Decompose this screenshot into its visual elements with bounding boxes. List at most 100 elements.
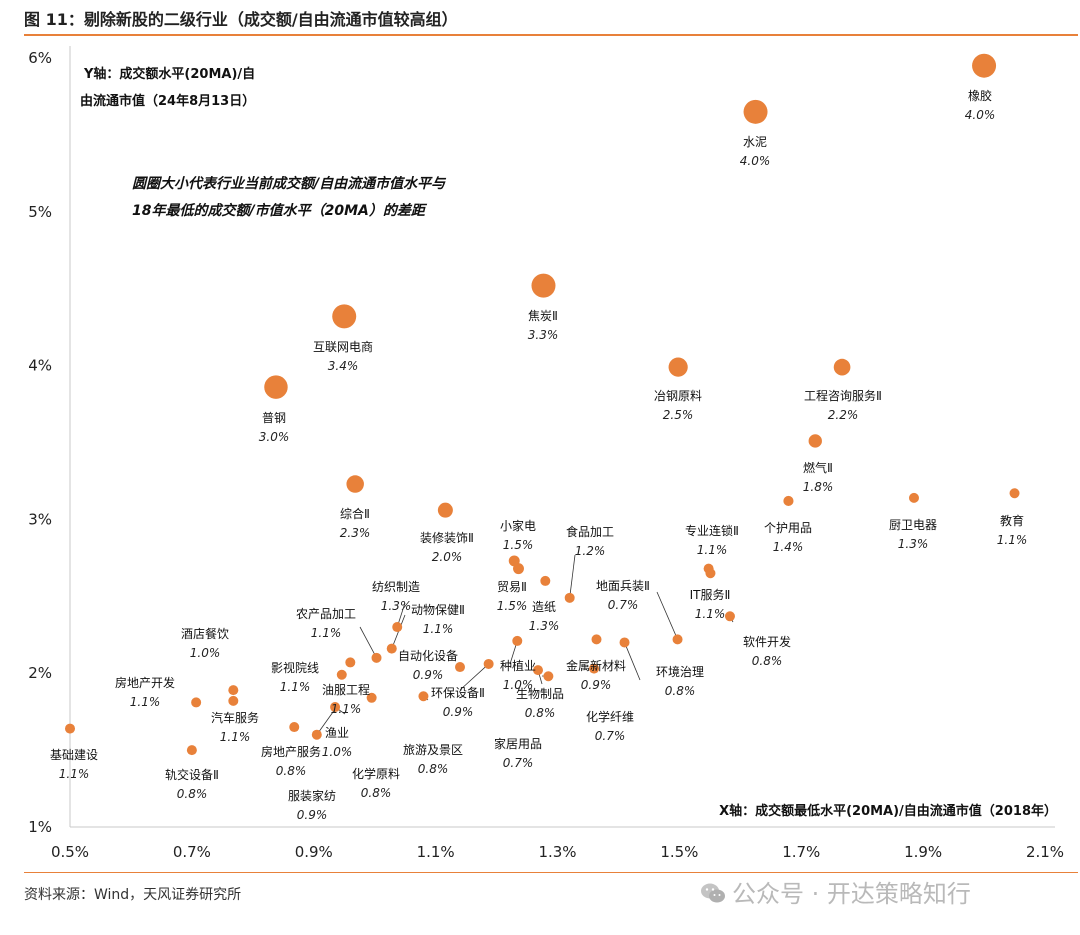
x-tick-label: 0.5% — [51, 843, 89, 861]
y-tick-label: 4% — [28, 357, 52, 375]
point-label: 汽车服务 — [211, 710, 259, 725]
x-tick-label: 1.5% — [660, 843, 698, 861]
point-label: 化学原料 — [352, 766, 400, 781]
figure-title: 图 11：剔除新股的二级行业（成交额/自由流通市值较高组） — [24, 10, 458, 29]
annotation-line2: 18年最低的成交额/市值水平（20MA）的差距 — [132, 202, 428, 219]
point-marker — [345, 657, 356, 668]
point-label: 水泥 — [743, 135, 767, 149]
point-label: 燃气Ⅱ — [803, 460, 833, 475]
point-label: 食品加工 — [566, 524, 614, 539]
y-tick-label: 3% — [28, 510, 52, 528]
footer-divider — [24, 872, 1078, 873]
point-label: 橡胶 — [968, 88, 992, 103]
point-label: 家居用品 — [494, 736, 542, 751]
y-tick-label: 2% — [28, 664, 52, 682]
point-label: 基础建设 — [50, 748, 98, 762]
point-marker — [531, 273, 556, 298]
point-marker — [513, 563, 524, 575]
point-label: 油服工程 — [322, 682, 370, 697]
point-gap-label: 2.2% — [828, 408, 859, 422]
point-label: 动物保健Ⅱ — [411, 603, 465, 617]
point-gap-label: 0.8% — [525, 706, 556, 720]
point-marker — [540, 575, 551, 586]
point-gap-label: 1.5% — [497, 599, 528, 613]
x-axis-title: X轴：成交额最低水平(20MA)/自由流通市值（2018年） — [719, 803, 1057, 819]
point-gap-label: 1.1% — [423, 622, 454, 636]
point-marker — [512, 635, 523, 646]
point-marker — [591, 634, 602, 645]
point-marker — [336, 669, 347, 680]
point-gap-label: 1.1% — [130, 695, 161, 709]
point-gap-label: 1.0% — [190, 646, 221, 660]
point-label: IT服务Ⅱ — [690, 587, 731, 602]
chart-notes: Y轴：成交额水平(20MA)/自由流通市值（24年8月13日） 圆圈大小代表行业当… — [80, 66, 1057, 819]
point-gap-label: 1.0% — [503, 678, 534, 692]
point-label: 房地产服务 — [261, 744, 321, 759]
point-label: 个护用品 — [764, 521, 812, 535]
point-label: 生物制品 — [516, 687, 564, 701]
point-marker — [371, 652, 382, 663]
point-label: 轨交设备Ⅱ — [165, 767, 219, 782]
point-gap-label: 0.8% — [361, 786, 392, 800]
point-label: 服装家纺 — [288, 788, 336, 803]
x-tick-label: 1.7% — [782, 843, 820, 861]
leader-line — [569, 554, 576, 598]
point-label: 综合Ⅱ — [340, 506, 370, 521]
point-gap-label: 2.5% — [663, 408, 694, 422]
point-marker — [705, 568, 716, 579]
x-tick-label: 2.1% — [1026, 843, 1064, 861]
scatter-chart: 1%2%3%4%5%6%0.5% 0.7% 0.9% 1.1% 1.3% 1.5% 1.7%… — [28, 46, 1064, 861]
point-marker — [533, 665, 543, 676]
point-label: 金属新材料 — [566, 658, 626, 673]
point-label: 地面兵装Ⅱ — [596, 579, 650, 593]
point-marker — [783, 495, 794, 507]
point-marker — [386, 643, 397, 654]
point-label: 冶钢原料 — [654, 389, 702, 403]
chart-axes: 1%2%3%4%5%6%0.5% 0.7% 0.9% 1.1% 1.3% 1.5% 1.7%… — [28, 46, 1064, 861]
point-marker — [437, 502, 453, 518]
data-points — [65, 53, 1020, 756]
point-gap-label: 1.3% — [898, 537, 929, 551]
point-gap-label: 0.8% — [665, 684, 696, 698]
point-marker — [186, 745, 197, 756]
point-gap-label: 2.3% — [340, 526, 371, 540]
point-gap-label: 1.3% — [381, 599, 412, 613]
point-label: 渔业 — [325, 726, 349, 740]
watermark-text: 公众号 · 开达策略知行 — [732, 880, 971, 908]
point-gap-label: 0.8% — [276, 764, 307, 778]
point-gap-label: 1.8% — [803, 480, 834, 494]
point-marker — [483, 658, 494, 669]
point-gap-label: 3.3% — [528, 328, 559, 342]
point-marker — [418, 691, 429, 702]
annotation-line1: 圆圈大小代表行业当前成交额/自由流通市值水平与 — [132, 175, 447, 192]
source-note: 资料来源：Wind，天风证券研究所 — [24, 887, 242, 903]
point-label: 旅游及景区 — [403, 743, 463, 757]
point-marker — [65, 723, 75, 734]
point-gap-label: 1.0% — [322, 745, 353, 759]
point-marker — [346, 475, 364, 493]
point-marker — [1009, 488, 1020, 499]
point-gap-label: 4.0% — [740, 154, 771, 168]
x-tick-label: 1.9% — [904, 843, 942, 861]
point-gap-label: 1.1% — [697, 543, 728, 557]
point-marker — [589, 663, 600, 674]
point-gap-label: 3.4% — [328, 359, 359, 373]
point-gap-label: 0.7% — [503, 756, 534, 770]
point-gap-label: 1.1% — [280, 680, 311, 694]
y-tick-label: 1% — [28, 818, 52, 836]
point-label: 酒店餐饮 — [181, 626, 229, 641]
point-gap-label: 0.7% — [608, 598, 639, 612]
point-marker — [668, 357, 688, 377]
point-gap-label: 1.2% — [575, 544, 606, 558]
point-marker — [392, 622, 403, 633]
point-gap-label: 0.9% — [443, 705, 474, 719]
point-label: 软件开发 — [743, 634, 791, 649]
point-label: 小家电 — [500, 518, 536, 533]
point-gap-label: 1.1% — [220, 730, 251, 744]
point-gap-label: 4.0% — [965, 108, 996, 122]
point-marker — [808, 434, 822, 448]
point-label: 环保设备Ⅱ — [431, 686, 485, 700]
point-marker — [228, 695, 239, 706]
wechat-icon — [701, 883, 725, 903]
point-marker — [330, 702, 341, 713]
